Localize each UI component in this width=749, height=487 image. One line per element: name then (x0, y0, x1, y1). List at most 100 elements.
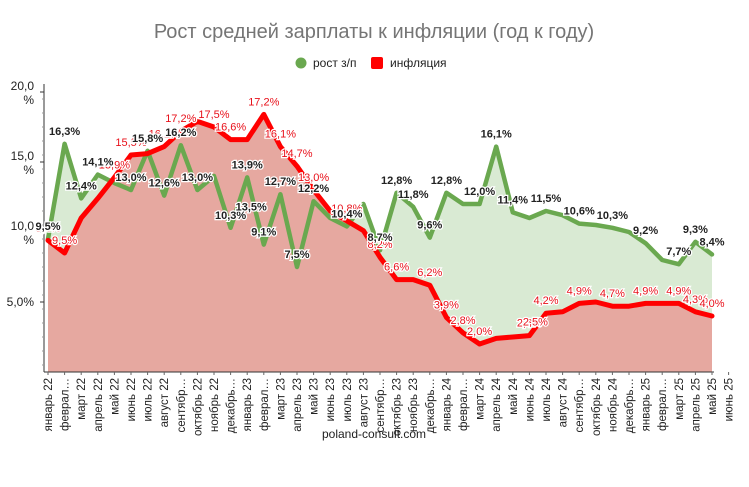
inflation-data-label: 4,9% (666, 285, 691, 297)
x-tick-label: ноябрь 22 (209, 378, 221, 432)
x-tick-label: август 23 (358, 378, 370, 427)
wage-data-label: 7,7% (666, 246, 691, 258)
wage-data-label: 11,5% (531, 193, 562, 205)
x-tick-label: июль 23 (342, 378, 354, 421)
x-tick-label: феврал… (60, 378, 72, 431)
x-tick-label: август 22 (159, 378, 171, 427)
wage-data-label: 10,6% (564, 206, 595, 218)
x-tick-label: июнь 22 (126, 378, 138, 421)
wage-data-label: 16,2% (165, 127, 196, 139)
x-tick-label: октябрь 23 (392, 378, 404, 436)
x-tick-label: март 25 (674, 378, 686, 420)
wage-data-label: 9,5% (35, 221, 60, 233)
wage-data-label: 13,5% (236, 201, 267, 213)
inflation-data-label: 17,5% (198, 109, 229, 121)
x-tick-label: феврал… (259, 378, 271, 431)
wage-data-label: 12,4% (66, 180, 97, 192)
y-tick-label: 5,0% (7, 295, 35, 309)
inflation-data-label: 6,2% (417, 267, 442, 279)
x-tick-label: июль 24 (541, 377, 553, 421)
wage-data-label: 12,8% (431, 175, 462, 187)
inflation-data-label: 2,8% (450, 315, 475, 327)
x-tick-label: декабрь… (624, 378, 636, 433)
y-tick-label: 10,0 (11, 219, 35, 233)
y-tick-label: 20,0 (11, 79, 35, 93)
x-tick-label: июнь 24 (524, 377, 536, 421)
x-tick-label: апрель 23 (292, 378, 304, 432)
x-tick-label: май 23 (309, 378, 321, 415)
inflation-data-label: 15,5% (115, 137, 146, 149)
x-tick-label: май 22 (109, 378, 121, 415)
x-tick-label: декабрь… (425, 378, 437, 433)
wage-data-label: 13,0% (182, 172, 213, 184)
inflation-data-label: 4,7% (600, 288, 625, 300)
wage-data-label: 12,8% (381, 175, 412, 187)
axis-layer: 5,0%10,0%15,0%20,0%январь 22 феврал… март … (7, 79, 736, 436)
x-tick-label: май 24 (508, 377, 520, 414)
wage-data-label: 9,1% (251, 227, 276, 239)
footer-source: poland-consult.com (322, 427, 426, 441)
wage-data-label: 10,3% (215, 210, 246, 222)
inflation-data-label: 9,5% (52, 235, 77, 247)
inflation-data-label: 4,9% (567, 285, 592, 297)
x-tick-label: ноябрь 23 (408, 378, 420, 432)
x-tick-label: апрель 22 (93, 378, 105, 432)
legend: рост з/п инфляция (295, 56, 447, 70)
inflation-data-label: 2,6% (517, 318, 542, 330)
inflation-data-label: 2,0% (467, 326, 492, 338)
wage-data-label: 11,8% (398, 189, 429, 201)
legend-inflation-marker (371, 57, 383, 69)
x-tick-label: январь 25 (641, 378, 653, 431)
wage-data-label: 11,4% (498, 194, 529, 206)
x-tick-label: июнь 23 (325, 378, 337, 421)
x-tick-label: апрель 24 (491, 377, 503, 431)
inflation-data-label: 16,1% (265, 129, 296, 141)
wage-data-label: 8,4% (699, 236, 724, 248)
legend-wage-label: рост з/п (313, 56, 357, 70)
x-tick-label: январь 22 (43, 378, 55, 431)
x-tick-label: сентябр… (375, 378, 387, 432)
inflation-data-label: 4,2% (533, 295, 558, 307)
y-tick-label-unit: % (23, 233, 34, 247)
wage-data-label: 14,1% (82, 157, 113, 169)
wage-data-label: 9,6% (417, 220, 442, 232)
inflation-data-label: 6,6% (384, 262, 409, 274)
x-tick-label: апрель 25 (690, 378, 702, 432)
wage-data-label: 16,3% (49, 126, 80, 138)
inflation-data-label: 13,9% (99, 159, 130, 171)
x-tick-label: феврал… (657, 378, 669, 431)
x-tick-label: июль 22 (143, 378, 155, 421)
inflation-data-label: 9,4% (35, 222, 60, 234)
legend-wage-marker (295, 57, 307, 69)
wage-data-label: 15,8% (132, 133, 163, 145)
inflation-data-label: 13,0% (298, 172, 329, 184)
x-tick-label: октябрь 22 (192, 378, 204, 436)
wage-data-label: 12,2% (298, 183, 329, 195)
inflation-data-label: 16,1% (149, 129, 180, 141)
inflation-data-label: 14,7% (281, 148, 312, 160)
x-tick-label: июнь 25 (724, 378, 736, 421)
legend-inflation-label: инфляция (390, 56, 447, 70)
inflation-data-label: 4,0% (699, 298, 724, 310)
line-layer (45, 111, 715, 347)
x-tick-label: март 24 (475, 377, 487, 419)
x-tick-label: январь 23 (242, 378, 254, 431)
inflation-data-label: 3,9% (434, 299, 459, 311)
x-tick-label: август 24 (558, 377, 570, 427)
inflation-data-label: 4,3% (683, 294, 708, 306)
wage-data-label: 7,5% (284, 249, 309, 261)
label-layer: 9,4%9,5%13,9%15,5%16,1%17,2% 17,5%16,6%17… (34, 95, 726, 339)
chart-title: Рост средней зарплаты к инфляции (год к … (154, 21, 594, 43)
wage-data-label: 9,2% (633, 225, 658, 237)
wage-data-label: 12,0% (464, 186, 495, 198)
wage-data-label: 8,7% (367, 232, 392, 244)
inflation-data-label: 10,8% (331, 203, 362, 215)
x-tick-label: январь 24 (441, 377, 453, 431)
wage-data-label: 16,1% (481, 129, 512, 141)
wage-data-label: 13,0% (115, 172, 146, 184)
x-tick-label: март 23 (275, 378, 287, 420)
wage-data-label: 10,3% (597, 210, 628, 222)
inflation-data-label: 17,2% (165, 113, 196, 125)
y-tick-label-unit: % (23, 163, 34, 177)
